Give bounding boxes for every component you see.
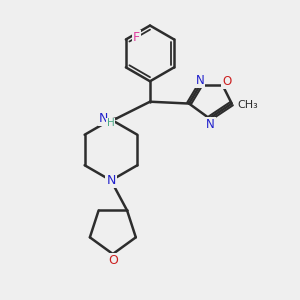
Text: N: N bbox=[106, 174, 116, 187]
Text: N: N bbox=[99, 112, 108, 125]
Text: F: F bbox=[133, 31, 140, 44]
Text: O: O bbox=[222, 75, 232, 88]
Text: O: O bbox=[108, 254, 118, 267]
Text: N: N bbox=[206, 118, 214, 131]
Text: H: H bbox=[107, 118, 115, 128]
Text: N: N bbox=[195, 74, 204, 87]
Text: CH₃: CH₃ bbox=[237, 100, 258, 110]
